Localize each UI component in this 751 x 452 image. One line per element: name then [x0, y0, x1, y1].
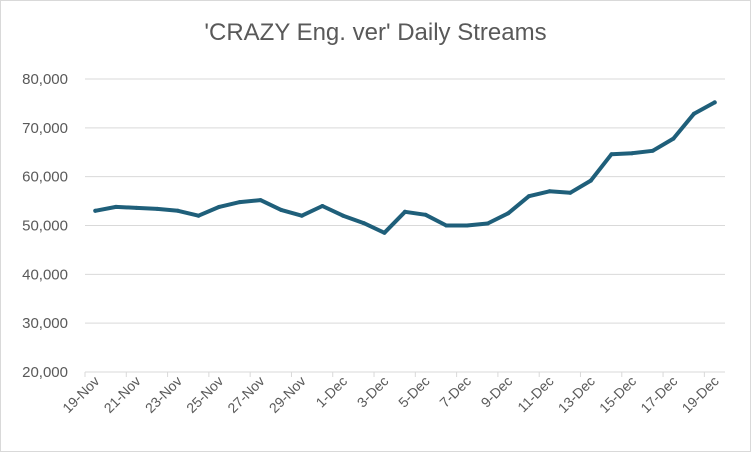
data-point [382, 230, 387, 235]
data-point [217, 204, 222, 209]
x-tick-label: 23-Nov [142, 373, 185, 416]
data-point [341, 213, 346, 218]
data-point [361, 221, 366, 226]
data-point [712, 100, 717, 105]
x-tick-label: 19-Dec [679, 373, 722, 416]
data-point [320, 204, 325, 208]
x-tick-label: 17-Dec [637, 373, 680, 416]
y-tick-label: 40,000 [22, 266, 68, 283]
x-tick-label: 11-Dec [514, 373, 556, 415]
data-point [299, 213, 304, 218]
x-tick-label: 27-Nov [224, 373, 267, 416]
x-tick-label: 15-Dec [596, 373, 639, 416]
x-tick-label: 7-Dec [436, 373, 474, 411]
x-tick-label: 1-Dec [312, 373, 350, 411]
data-point [279, 207, 284, 212]
data-point [93, 208, 98, 213]
data-point [237, 200, 242, 205]
x-tick-label: 29-Nov [266, 373, 309, 416]
y-tick-label: 60,000 [22, 169, 68, 186]
data-point [568, 190, 573, 195]
data-point [134, 205, 139, 210]
data-point [444, 223, 449, 228]
y-tick-label: 80,000 [22, 71, 68, 88]
x-tick-label: 5-Dec [395, 373, 433, 411]
series-layer [93, 100, 717, 235]
x-axis [84, 371, 725, 377]
x-tick-label: 25-Nov [183, 373, 226, 416]
data-point [258, 198, 263, 203]
data-point [692, 111, 696, 116]
y-tick-label: 70,000 [22, 120, 68, 137]
data-point [671, 136, 676, 141]
data-point [155, 206, 160, 211]
data-point [485, 221, 490, 226]
x-tick-label: 21-Nov [101, 373, 144, 416]
data-point [403, 209, 407, 214]
data-point [609, 152, 614, 157]
data-point [630, 151, 635, 156]
data-point [588, 178, 593, 183]
data-point [506, 211, 511, 216]
data-point [464, 223, 469, 228]
y-tick-label: 50,000 [22, 218, 68, 235]
x-tick-label: 3-Dec [354, 373, 392, 411]
x-tick-label: 13-Dec [555, 373, 598, 416]
data-point [423, 212, 428, 217]
y-tick-label: 30,000 [22, 315, 68, 332]
data-point [175, 208, 180, 213]
data-point [196, 213, 201, 218]
x-tick-label: 9-Dec [478, 373, 516, 411]
data-point [547, 189, 552, 194]
data-point [114, 204, 118, 209]
data-point [526, 194, 531, 199]
y-tick-label: 20,000 [22, 364, 68, 381]
gridlines [85, 78, 725, 324]
chart-title: 'CRAZY Eng. ver' Daily Streams [204, 19, 547, 46]
data-point [650, 148, 655, 153]
y-axis-ticks: 20,000 30,000 40,000 50,000 60,000 70,000 80,0… [22, 71, 68, 381]
